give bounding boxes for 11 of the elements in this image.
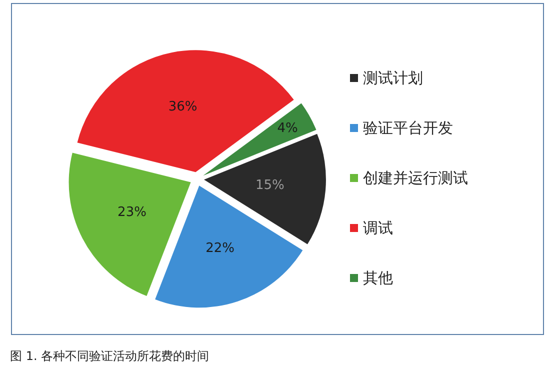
caption: 图 1. 各种不同验证活动所花费的时间 <box>10 348 210 365</box>
data-label: 36% <box>168 100 198 115</box>
data-label: 15% <box>255 178 284 193</box>
legend-label: 调试 <box>363 218 393 238</box>
data-label: 4% <box>277 120 298 136</box>
legend-label: 创建并运行测试 <box>363 168 468 188</box>
legend-label: 其他 <box>363 268 393 288</box>
legend-label: 验证平台开发 <box>363 118 453 138</box>
data-label: 23% <box>118 205 146 220</box>
legend-label: 测试计划 <box>363 68 423 88</box>
data-label: 22% <box>206 240 235 256</box>
